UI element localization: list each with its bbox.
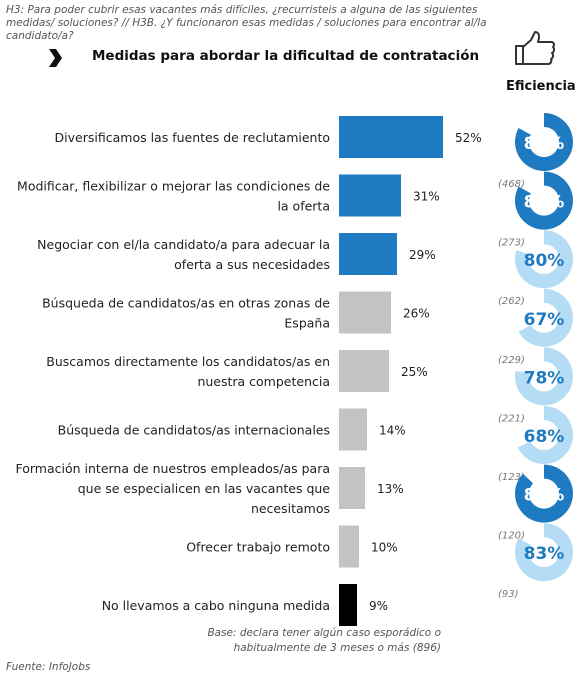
category-label: oferta a sus necesidades — [174, 257, 330, 272]
base-note: Base: declara tener algún caso esporádic… — [207, 627, 441, 654]
efficiency-value-label: 78% — [524, 368, 565, 388]
bar-value-label: 13% — [377, 482, 404, 496]
bar — [339, 233, 397, 275]
category-label: Buscamos directamente los candidatos/as … — [46, 354, 330, 369]
efficiency-pie-hole — [529, 127, 559, 157]
efficiency-value-label: 80% — [524, 251, 565, 271]
bar-value-label: 25% — [401, 365, 428, 379]
efficiency-pie-hole — [529, 361, 559, 392]
efficiency-pie-hole — [529, 537, 559, 568]
efficiency-pie-hole — [529, 420, 559, 450]
efficiency-pie-hole — [529, 302, 559, 333]
category-label: Diversificamos las fuentes de reclutamie… — [55, 130, 330, 145]
efficiency-pie-hole — [529, 478, 559, 509]
bar-value-label: 29% — [409, 248, 436, 262]
category-label: la oferta — [277, 199, 330, 214]
efficiency-base-label: (93) — [498, 589, 519, 600]
bar-value-label: 26% — [403, 307, 430, 321]
efficiency-base-label: (221) — [498, 413, 525, 424]
bar — [339, 116, 443, 158]
efficiency-value-label: 83% — [524, 134, 565, 154]
efficiency-title: Eficiencia — [506, 79, 576, 94]
bar-value-label: 52% — [455, 131, 482, 145]
bar — [339, 525, 359, 568]
efficiency-base-label: (262) — [498, 296, 525, 307]
efficiency-value-label: 68% — [524, 427, 565, 447]
efficiency-value-label: 83% — [524, 544, 565, 564]
efficiency-pie-hole — [529, 185, 559, 216]
category-label: Búsqueda de candidatos/as en otras zonas… — [42, 296, 330, 311]
efficiency-value-label: 87% — [524, 486, 565, 506]
bar — [339, 291, 391, 334]
thumbs-up-icon — [515, 31, 556, 65]
category-label: Ofrecer trabajo remoto — [186, 540, 330, 555]
bar-value-label: 9% — [369, 599, 388, 613]
category-label: Modificar, flexibilizar o mejorar las co… — [17, 179, 330, 194]
survey-question: H3: Para poder cubrir esas vacantes más … — [6, 4, 487, 42]
category-label: Búsqueda de candidatos/as internacionale… — [58, 423, 330, 438]
efficiency-value-label: 83% — [524, 193, 565, 213]
chart-title: Medidas para abordar la dificultad de co… — [92, 48, 480, 64]
category-label: No llevamos a cabo ninguna medida — [102, 598, 330, 613]
category-label: España — [284, 316, 330, 331]
efficiency-base-label: (273) — [498, 238, 525, 249]
efficiency-pie-hole — [529, 244, 559, 275]
bar — [339, 408, 367, 451]
efficiency-base-label: (229) — [498, 355, 525, 366]
efficiency-base-label: (468) — [498, 179, 525, 190]
category-label: necesitamos — [251, 501, 330, 516]
category-label: nuestra competencia — [197, 374, 330, 389]
bar — [339, 174, 401, 217]
bar-value-label: 14% — [379, 424, 406, 438]
chevron-right-icon — [49, 49, 62, 67]
bar — [339, 584, 357, 626]
efficiency-base-label: (120) — [498, 531, 525, 542]
bar — [339, 467, 365, 509]
category-label: Formación interna de nuestros empleados/… — [15, 461, 330, 476]
efficiency-base-label: (123) — [498, 472, 525, 483]
bar-value-label: 31% — [413, 190, 440, 204]
category-label: Negociar con el/la candidato/a para adec… — [37, 237, 330, 252]
bar — [339, 350, 389, 392]
category-label: que se especialicen en las vacantes que — [78, 481, 331, 496]
source-note: Fuente: InfoJobs — [6, 661, 91, 673]
efficiency-value-label: 67% — [524, 310, 565, 330]
bar-value-label: 10% — [371, 541, 398, 555]
